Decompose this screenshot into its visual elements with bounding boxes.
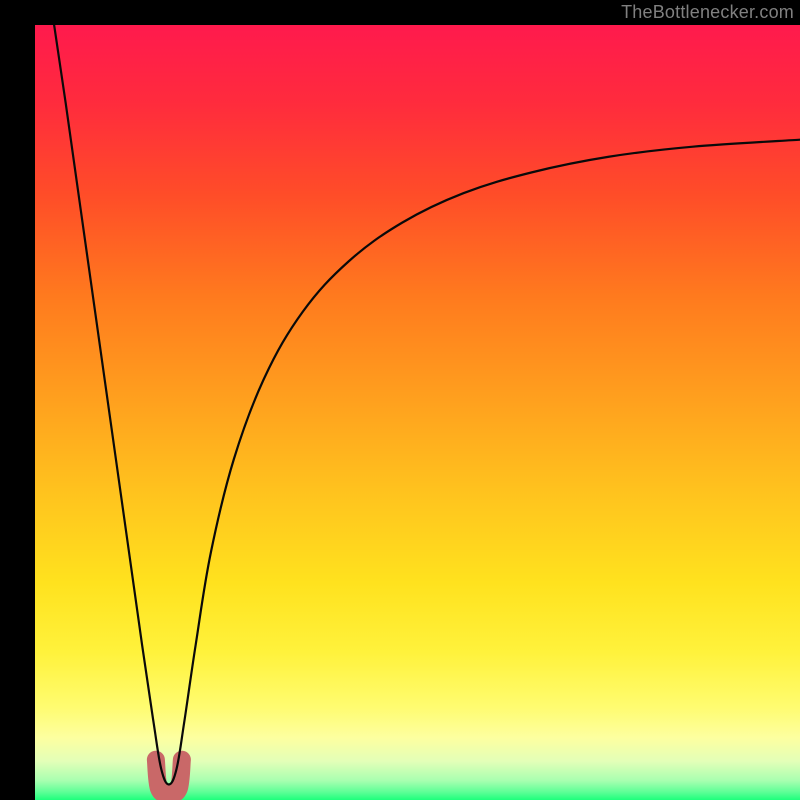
plot-area (35, 25, 800, 800)
curve-overlay (35, 25, 800, 800)
bottleneck-curve (54, 25, 800, 785)
watermark-text: TheBottlenecker.com (621, 2, 794, 23)
chart-container: TheBottlenecker.com (0, 0, 800, 800)
